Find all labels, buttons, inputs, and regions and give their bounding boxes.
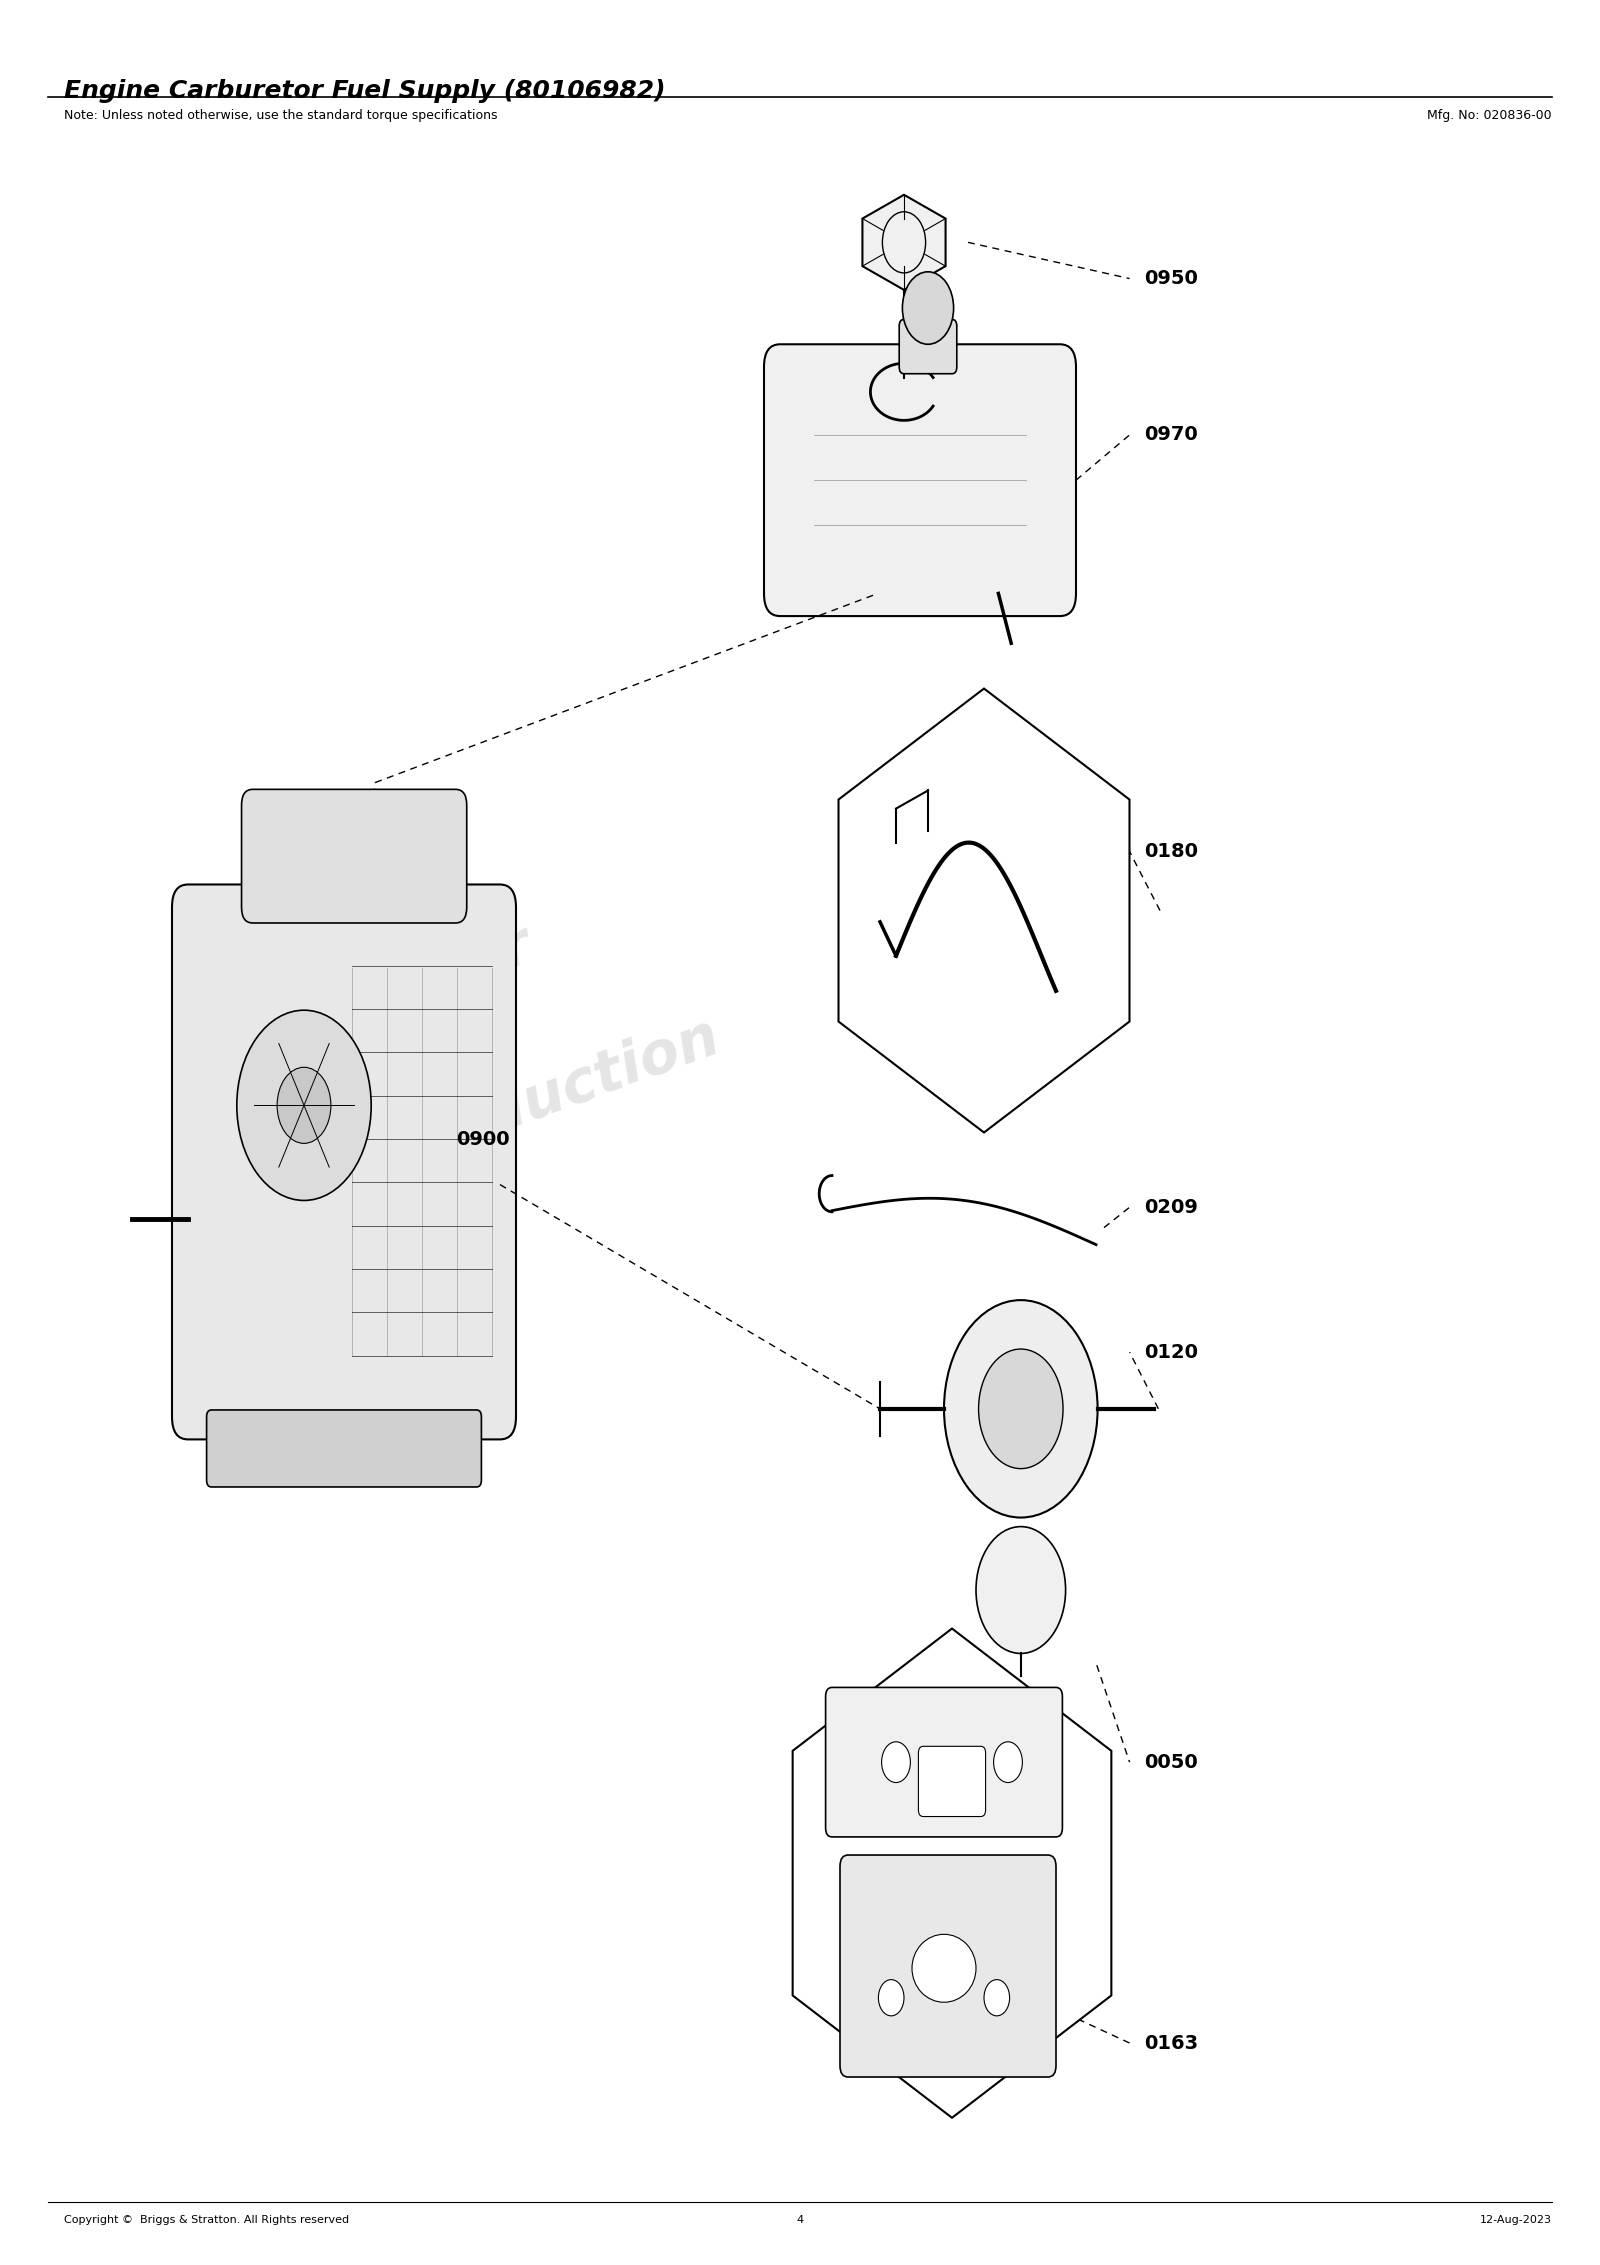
Circle shape xyxy=(944,1300,1098,1518)
Circle shape xyxy=(902,272,954,344)
FancyBboxPatch shape xyxy=(918,1746,986,1817)
Polygon shape xyxy=(838,689,1130,1132)
Text: 0120: 0120 xyxy=(1144,1343,1198,1361)
FancyBboxPatch shape xyxy=(242,790,467,924)
Circle shape xyxy=(878,1980,904,2016)
Text: Note: Unless noted otherwise, use the standard torque specifications: Note: Unless noted otherwise, use the st… xyxy=(64,109,498,122)
Text: 0950: 0950 xyxy=(1144,270,1198,288)
Text: Engine Carburetor Fuel Supply (80106982): Engine Carburetor Fuel Supply (80106982) xyxy=(64,79,666,104)
Polygon shape xyxy=(792,1629,1112,2118)
Text: Reproduction: Reproduction xyxy=(296,1008,728,1212)
Circle shape xyxy=(976,1527,1066,1653)
Circle shape xyxy=(994,1742,1022,1783)
FancyBboxPatch shape xyxy=(206,1411,482,1488)
Text: 12-Aug-2023: 12-Aug-2023 xyxy=(1480,2215,1552,2224)
Circle shape xyxy=(237,1010,371,1200)
Circle shape xyxy=(277,1067,331,1144)
Ellipse shape xyxy=(912,1934,976,2002)
Circle shape xyxy=(882,1742,910,1783)
FancyBboxPatch shape xyxy=(899,319,957,374)
Circle shape xyxy=(984,1980,1010,2016)
Text: 0209: 0209 xyxy=(1144,1198,1198,1216)
Text: Copyright ©  Briggs & Stratton. All Rights reserved: Copyright © Briggs & Stratton. All Right… xyxy=(64,2215,349,2224)
Text: 4: 4 xyxy=(797,2215,803,2224)
Text: Mfg. No: 020836-00: Mfg. No: 020836-00 xyxy=(1427,109,1552,122)
FancyBboxPatch shape xyxy=(173,886,515,1441)
Text: 0050: 0050 xyxy=(1144,1753,1198,1771)
Text: 0900: 0900 xyxy=(456,1130,510,1148)
Text: 0970: 0970 xyxy=(1144,426,1198,444)
FancyBboxPatch shape xyxy=(840,1855,1056,2077)
FancyBboxPatch shape xyxy=(826,1687,1062,1837)
Text: 0163: 0163 xyxy=(1144,2034,1198,2052)
Text: 0180: 0180 xyxy=(1144,843,1198,861)
Text: Not For: Not For xyxy=(293,917,539,1053)
Polygon shape xyxy=(862,195,946,290)
FancyBboxPatch shape xyxy=(763,344,1075,616)
Circle shape xyxy=(979,1350,1062,1468)
